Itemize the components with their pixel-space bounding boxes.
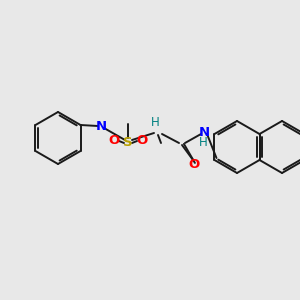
- Text: O: O: [136, 134, 148, 148]
- Text: O: O: [188, 158, 200, 172]
- Text: N: N: [198, 127, 210, 140]
- Text: H: H: [199, 136, 207, 149]
- Text: H: H: [151, 116, 159, 130]
- Text: N: N: [95, 121, 106, 134]
- Text: O: O: [108, 134, 120, 148]
- Text: S: S: [123, 136, 133, 148]
